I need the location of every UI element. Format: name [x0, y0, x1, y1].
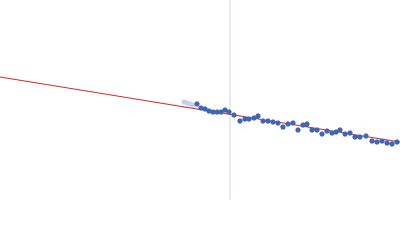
data-point: [363, 133, 369, 139]
data-point: [202, 106, 208, 112]
data-point: [218, 109, 224, 115]
chart: [0, 0, 400, 200]
data-point: [347, 130, 353, 136]
data-point: [246, 116, 252, 122]
data-point: [226, 109, 232, 115]
data-point: [210, 109, 216, 115]
data-point: [260, 118, 266, 124]
data-point: [290, 120, 296, 126]
data-point: [324, 128, 330, 134]
data-point: [314, 127, 320, 133]
data-point: [231, 112, 237, 118]
data-point: [194, 101, 200, 107]
data-point: [329, 130, 335, 136]
data-point: [222, 107, 228, 113]
data-point: [352, 134, 358, 140]
data-point: [237, 118, 243, 124]
data-point: [379, 138, 385, 144]
data-point: [384, 140, 390, 146]
data-point: [357, 134, 363, 140]
data-point: [206, 108, 212, 114]
data-point: [214, 109, 220, 115]
data-point: [333, 129, 339, 135]
data-point: [265, 118, 271, 124]
data-point: [374, 139, 380, 145]
data-point: [309, 127, 315, 133]
data-point: [300, 122, 306, 128]
data-point: [319, 131, 325, 137]
data-point: [255, 113, 261, 119]
data-point: [369, 138, 375, 144]
data-point: [275, 120, 281, 126]
data-point: [280, 124, 286, 130]
data-point: [285, 121, 291, 127]
data-point: [242, 116, 248, 122]
data-point: [342, 131, 348, 137]
data-point: [198, 105, 204, 111]
data-point: [337, 127, 343, 133]
data-point: [251, 115, 257, 121]
data-point: [389, 141, 395, 147]
data-point: [304, 121, 310, 127]
data-point: [190, 102, 196, 108]
data-point: [295, 127, 301, 133]
data-point: [394, 139, 400, 145]
data-point: [270, 119, 276, 125]
